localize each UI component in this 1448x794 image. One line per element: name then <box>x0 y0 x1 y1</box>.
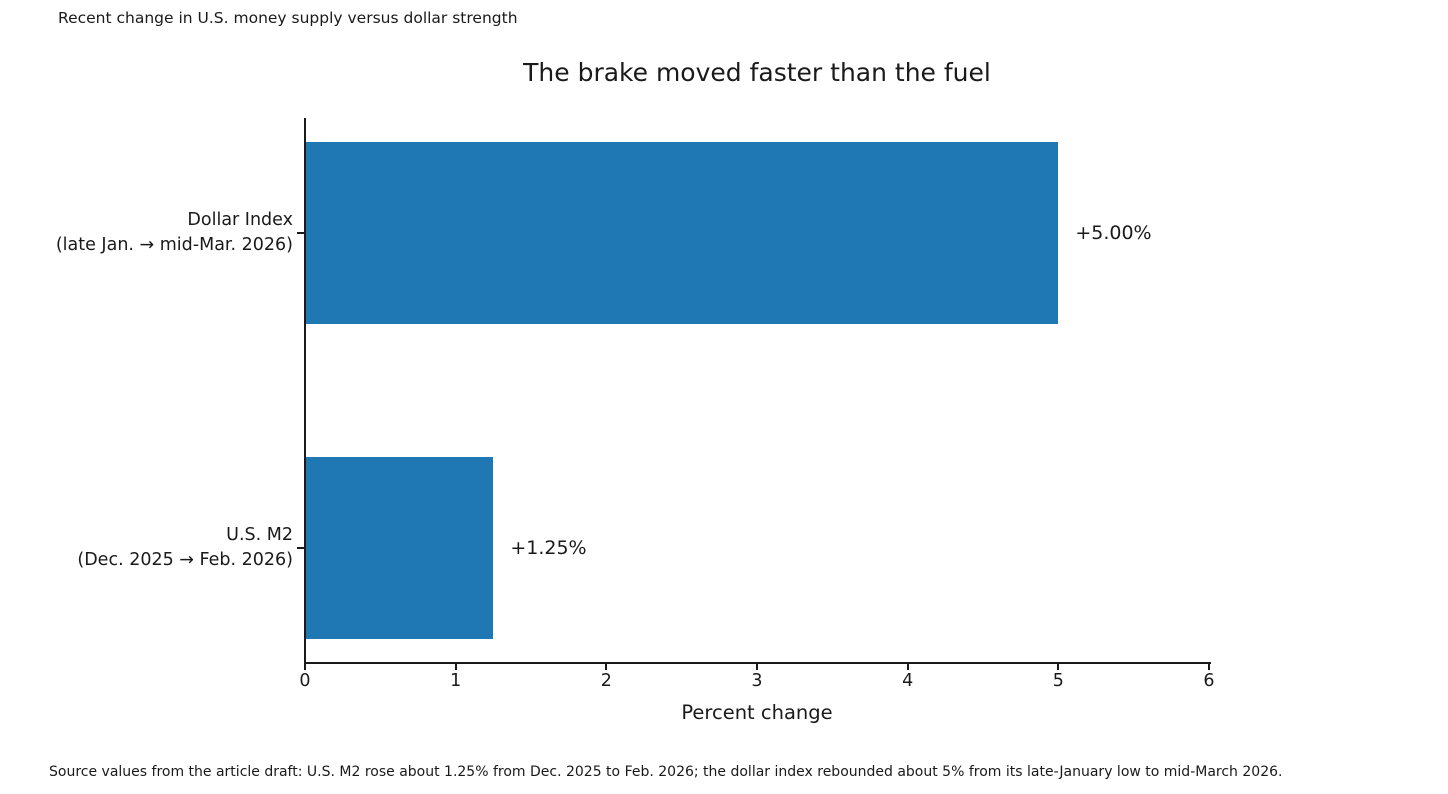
x-tick-label-5: 5 <box>1052 671 1064 691</box>
x-axis-line <box>304 662 1211 664</box>
bar-us-m2 <box>306 457 494 639</box>
x-tick-2 <box>605 664 608 670</box>
value-label-us-m2: +1.25% <box>510 537 587 559</box>
x-tick-1 <box>454 664 457 670</box>
x-axis-title: Percent change <box>681 701 833 724</box>
x-tick-label-4: 4 <box>902 671 914 691</box>
x-tick-label-3: 3 <box>751 671 763 691</box>
value-label-dollar-index: +5.00% <box>1075 222 1152 244</box>
category-label-dollar-index: Dollar Index (late Jan. → mid-Mar. 2026) <box>0 208 293 258</box>
category-label-line: Dollar Index <box>187 210 293 230</box>
x-tick-5 <box>1057 664 1060 670</box>
x-tick-0 <box>304 664 306 670</box>
x-tick-4 <box>906 664 909 670</box>
chart-title: The brake moved faster than the fuel <box>523 58 991 87</box>
y-axis-line <box>304 118 306 664</box>
context-note: Recent change in U.S. money supply versu… <box>58 9 518 27</box>
x-tick-label-0: 0 <box>299 671 311 691</box>
category-label-us-m2: U.S. M2 (Dec. 2025 → Feb. 2026) <box>0 523 293 573</box>
y-tick-us-m2 <box>297 547 305 549</box>
x-tick-3 <box>756 664 758 670</box>
x-tick-label-1: 1 <box>450 671 462 691</box>
category-label-line: U.S. M2 <box>226 525 293 545</box>
y-tick-dollar-index <box>297 232 305 234</box>
x-tick-label-6: 6 <box>1203 671 1215 691</box>
x-tick-label-2: 2 <box>600 671 612 691</box>
source-note: Source values from the article draft: U.… <box>49 764 1283 780</box>
bar-dollar-index <box>306 142 1059 324</box>
category-label-line: (Dec. 2025 → Feb. 2026) <box>77 550 293 570</box>
x-tick-6 <box>1208 664 1210 670</box>
category-label-line: (late Jan. → mid-Mar. 2026) <box>55 235 293 255</box>
